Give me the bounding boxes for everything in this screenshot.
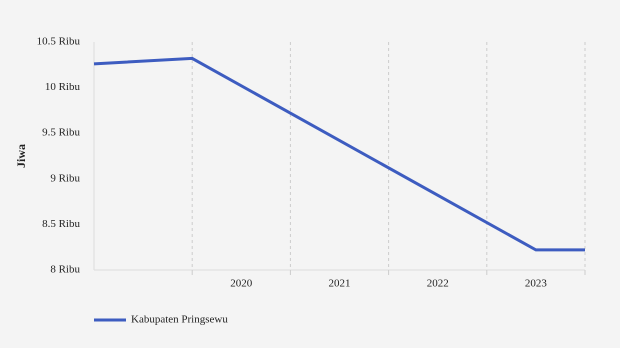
y-tick-label: 10.5 Ribu (37, 36, 81, 48)
y-tick-label: 9 Ribu (50, 172, 80, 184)
y-axis-label: Jiwa (14, 144, 28, 168)
x-tick-label: 2022 (427, 278, 449, 290)
y-tick-label: 8.5 Ribu (42, 218, 80, 230)
y-tick-label: 9.5 Ribu (42, 127, 80, 139)
x-tick-label: 2023 (525, 278, 548, 290)
x-tick-label: 2020 (230, 278, 253, 290)
line (93, 56, 585, 252)
x-tick-label: 2021 (329, 278, 351, 290)
y-tick-label: 8 Ribu (50, 264, 80, 276)
legend-label: Kabupaten Pringsewu (131, 314, 228, 326)
y-tick-label: 10 Ribu (45, 81, 81, 93)
